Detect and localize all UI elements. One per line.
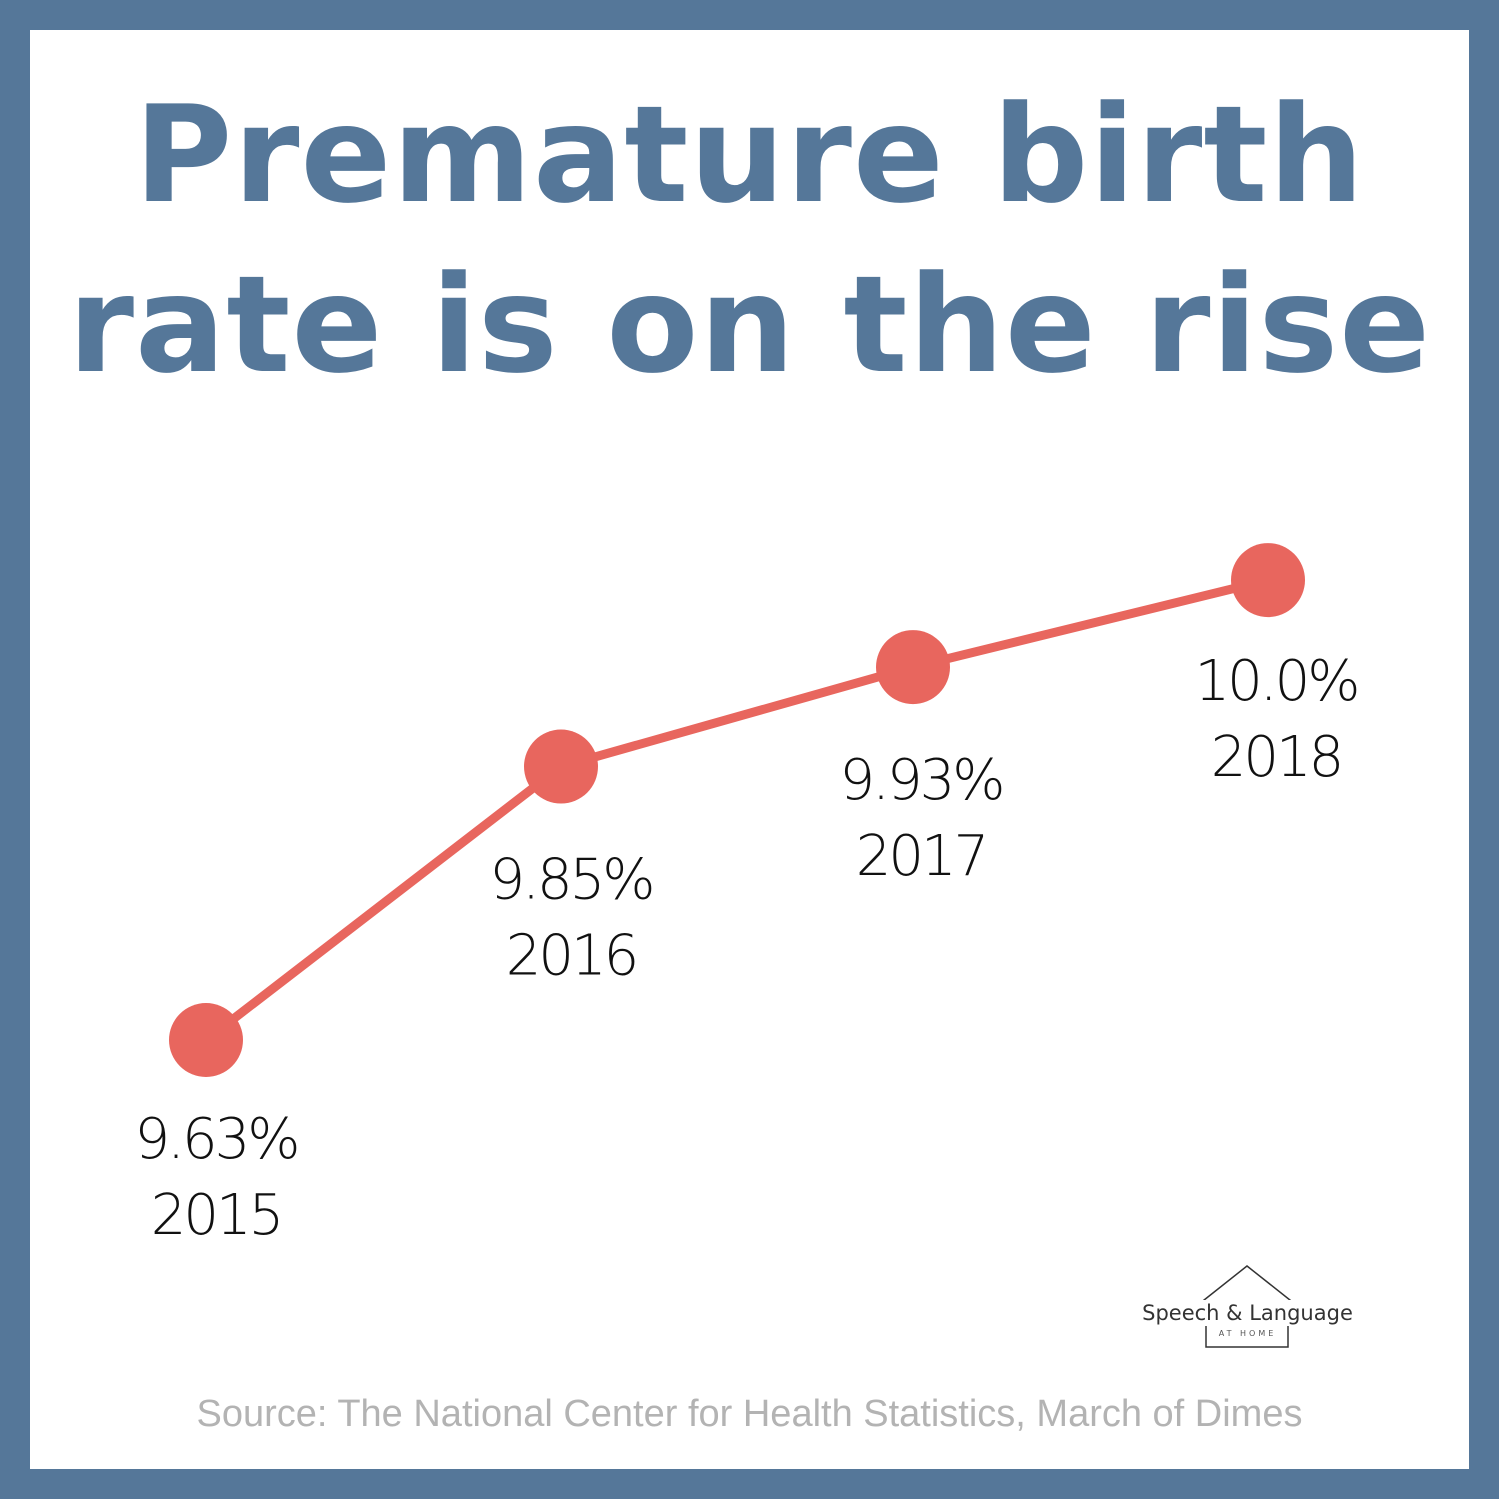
year-label-2015: 2015 bbox=[151, 1183, 282, 1248]
logo-tagline: AT HOME bbox=[1218, 1329, 1277, 1338]
data-point-2016 bbox=[524, 729, 598, 804]
year-label-2017: 2017 bbox=[856, 824, 987, 889]
year-label-2018: 2018 bbox=[1211, 725, 1342, 790]
logo-name: Speech & Language bbox=[1140, 1300, 1355, 1326]
value-label-2015: 9.63% bbox=[135, 1107, 298, 1172]
page-title: Premature birth rate is on the rise bbox=[0, 70, 1499, 410]
value-label-2016: 9.85% bbox=[490, 848, 653, 913]
data-point-2017 bbox=[876, 630, 950, 705]
title-line-1: Premature birth bbox=[134, 77, 1365, 233]
data-labels: 9.63% 2015 9.85% 2016 9.93% 2017 10.0% 2018 bbox=[135, 649, 1361, 1248]
data-point-2015 bbox=[169, 1003, 243, 1077]
content-panel bbox=[30, 30, 1469, 1469]
series-line bbox=[201, 575, 1273, 1045]
source-note: Source: The National Center for Health S… bbox=[196, 1393, 1303, 1435]
data-points bbox=[169, 543, 1305, 1077]
value-label-2017: 9.93% bbox=[840, 748, 1003, 813]
value-label-2018: 10.0% bbox=[1195, 649, 1358, 714]
data-point-2018 bbox=[1231, 543, 1305, 618]
year-label-2016: 2016 bbox=[506, 924, 637, 989]
title-line-2: rate is on the rise bbox=[67, 247, 1432, 403]
